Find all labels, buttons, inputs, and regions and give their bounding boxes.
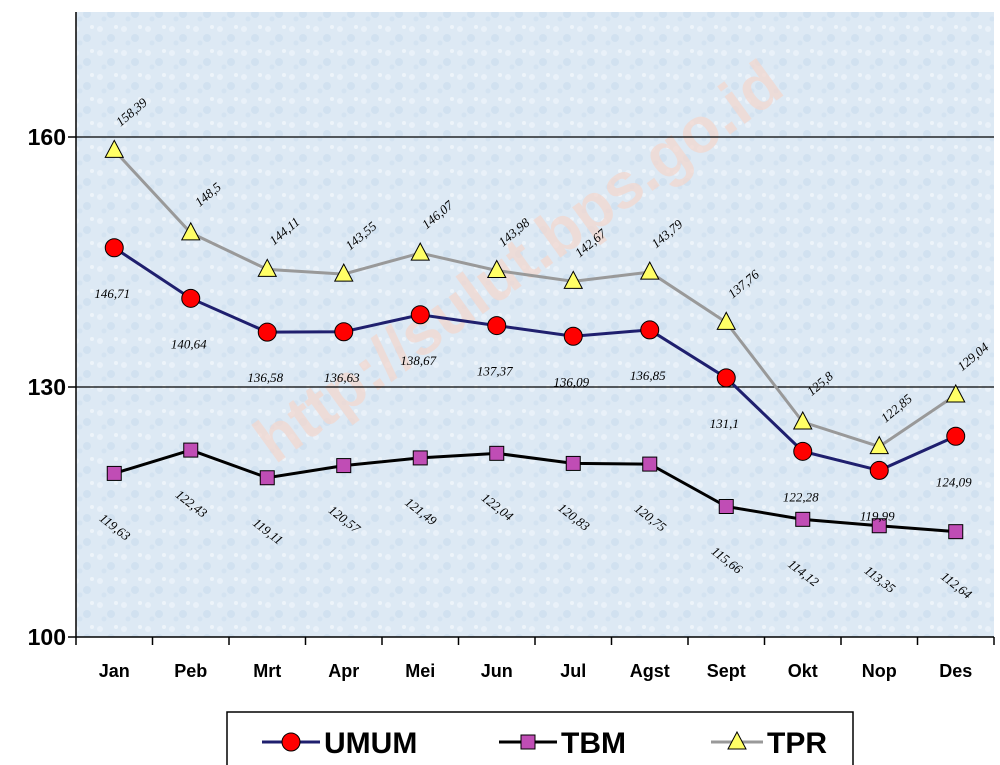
marker-umum: [257, 322, 277, 342]
marker-tbm: [183, 442, 199, 458]
marker-umum: [946, 426, 966, 446]
legend-label-tpr: TPR: [767, 727, 827, 760]
marker-tbm: [642, 456, 658, 472]
marker-tbm: [871, 518, 887, 534]
x-tick-label: Jan: [99, 661, 130, 681]
x-tick-label: Agst: [630, 661, 670, 681]
marker-umum: [793, 441, 813, 461]
data-label-umum: 131,1: [710, 416, 739, 431]
y-tick-label: 160: [28, 124, 66, 150]
y-tick-label: 100: [28, 624, 66, 650]
marker-umum: [181, 288, 201, 308]
marker-tbm: [489, 445, 505, 461]
marker-tpr: [257, 258, 278, 277]
legend-marker-tbm: [520, 734, 536, 750]
x-tick-label: Apr: [328, 661, 359, 681]
marker-umum: [716, 368, 736, 388]
data-label-umum: 124,09: [936, 474, 972, 489]
series: [104, 139, 966, 540]
data-label-umum: 136,63: [324, 370, 360, 385]
data-label-umum: 140,64: [171, 336, 207, 351]
marker-tpr: [104, 139, 125, 158]
marker-tpr: [716, 311, 737, 330]
legend: UMUM TBM TPR: [226, 711, 854, 765]
marker-tpr: [945, 383, 966, 403]
axes: 100 130 160 Jan Peb Mrt Apr Mei Jun Jul Agst Sept Ok…: [28, 12, 995, 681]
marker-tbm: [565, 455, 581, 471]
legend-marker-tpr: [727, 730, 747, 750]
x-tick-label: Okt: [788, 661, 818, 681]
plot-area: [76, 12, 994, 637]
data-label-umum: 136,85: [630, 368, 666, 383]
data-label-umum: 119,99: [860, 508, 895, 523]
marker-tpr: [639, 261, 660, 280]
marker-tbm: [106, 465, 122, 481]
marker-tbm: [336, 458, 352, 474]
marker-umum: [640, 320, 660, 340]
x-tick-label: Sept: [707, 661, 746, 681]
legend-label-umum: UMUM: [324, 727, 417, 760]
marker-umum: [104, 238, 124, 258]
marker-umum: [869, 460, 889, 480]
data-label-umum: 138,67: [400, 353, 436, 368]
gridlines: [76, 136, 994, 388]
marker-umum: [487, 316, 507, 336]
x-tick-label: Peb: [174, 661, 207, 681]
marker-umum: [563, 326, 583, 346]
legend-box: [226, 711, 854, 765]
marker-tpr: [792, 410, 813, 430]
x-tick-label: Des: [939, 661, 972, 681]
y-tick-label: 130: [28, 374, 66, 400]
marker-tbm: [412, 450, 428, 466]
marker-tpr: [563, 270, 584, 289]
data-label-umum: 136,09: [553, 374, 589, 389]
marker-tpr: [486, 259, 507, 278]
marker-tbm: [259, 470, 275, 486]
data-label-umum: 137,37: [477, 364, 513, 379]
marker-tbm: [948, 524, 964, 540]
marker-tbm: [795, 511, 811, 527]
series-line-umum: [113, 246, 957, 472]
data-label-umum: 146,71: [94, 286, 130, 301]
marker-tpr: [180, 221, 201, 241]
x-tick-label: Mrt: [253, 661, 281, 681]
marker-umum: [334, 322, 354, 342]
marker-tpr: [333, 263, 354, 282]
x-tick-label: Jun: [481, 661, 513, 681]
marker-tpr: [410, 242, 431, 261]
marker-tbm: [718, 499, 734, 514]
legend-marker-umum: [281, 732, 301, 752]
legend-label-tbm: TBM: [561, 727, 626, 760]
series-line-tbm: [113, 448, 956, 534]
x-tick-label: Jul: [560, 661, 586, 681]
series-line-tpr: [113, 149, 957, 449]
x-tick-label: Mei: [405, 661, 435, 681]
data-label-umum: 136,58: [247, 370, 283, 385]
x-tick-label: Nop: [862, 661, 897, 681]
marker-umum: [410, 305, 430, 325]
data-label-umum: 122,28: [783, 489, 819, 504]
marker-tpr: [869, 435, 890, 455]
